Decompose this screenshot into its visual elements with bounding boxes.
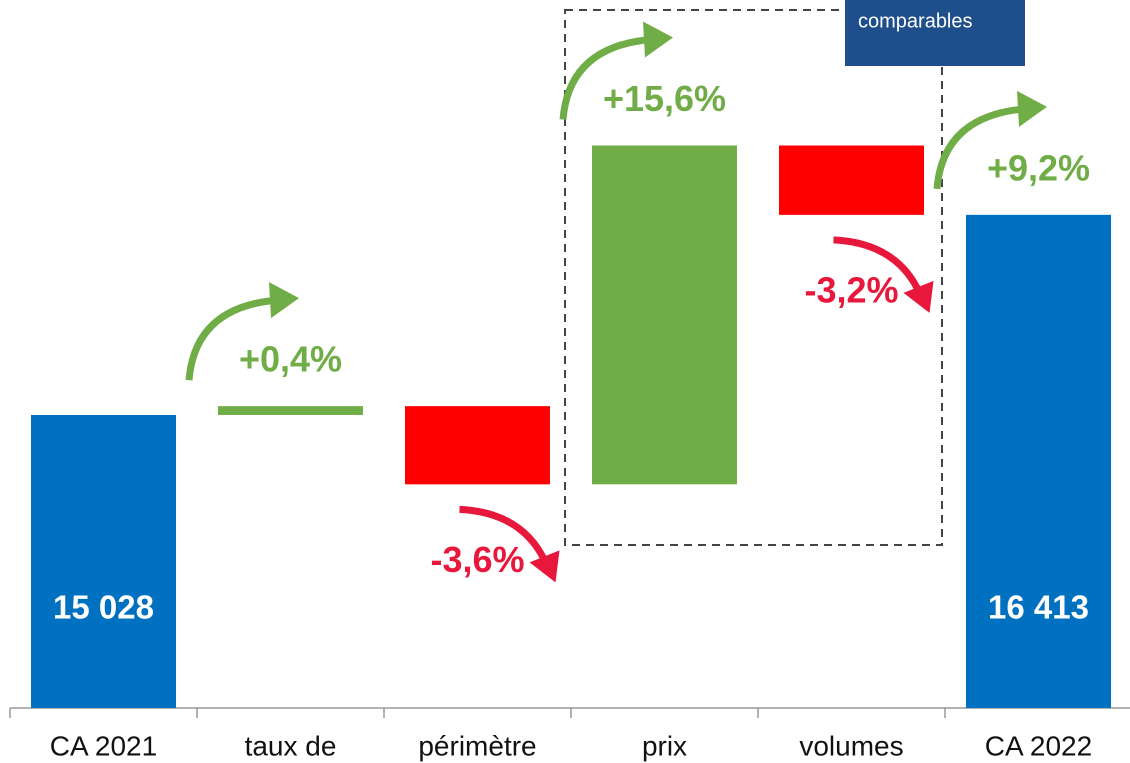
arrow-head xyxy=(643,21,673,58)
bar xyxy=(592,145,737,485)
x-tick-label: prix xyxy=(642,730,687,761)
arrow xyxy=(833,236,923,295)
annotation-box xyxy=(845,0,1025,66)
arrow xyxy=(459,505,549,564)
change-label: -3,6% xyxy=(430,539,524,580)
change-label: -3,2% xyxy=(804,269,898,310)
arrow-head xyxy=(1017,90,1047,127)
x-tick-label: CA 2021 xyxy=(50,730,157,761)
change-label: +15,6% xyxy=(603,78,726,119)
arrow-head xyxy=(903,280,934,313)
x-tick-label: CA 2022 xyxy=(985,730,1092,761)
bar xyxy=(966,214,1111,708)
arrow-head xyxy=(529,550,560,583)
bar xyxy=(405,406,550,485)
change-label: +0,4% xyxy=(239,339,342,380)
x-tick-label: volumes xyxy=(799,730,903,761)
arrow-head xyxy=(269,282,299,319)
bar xyxy=(779,145,924,215)
x-tick-label: taux de xyxy=(245,730,337,761)
value-label: 16 413 xyxy=(988,589,1089,626)
arrow xyxy=(559,36,652,120)
x-tick-label: périmètre xyxy=(418,730,536,761)
bar xyxy=(218,406,363,415)
annotation: comparables xyxy=(858,10,973,32)
change-label: +9,2% xyxy=(987,147,1090,188)
comparable-box xyxy=(564,9,943,546)
value-label: 15 028 xyxy=(53,589,154,626)
arrow xyxy=(185,296,278,381)
bar xyxy=(31,414,176,708)
arrow xyxy=(933,105,1026,190)
